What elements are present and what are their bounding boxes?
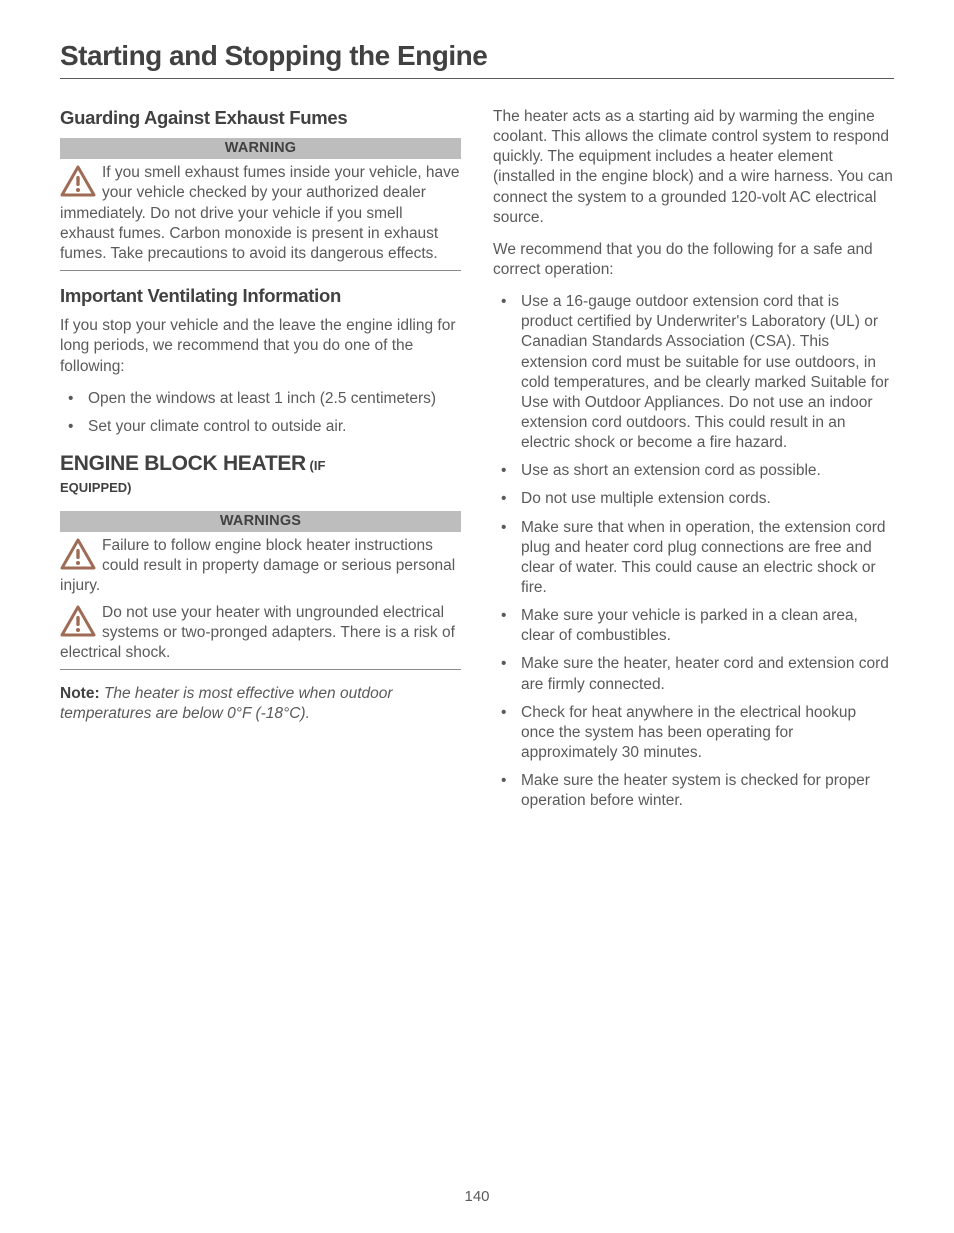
note-body: The heater is most effective when outdoo…: [60, 685, 393, 722]
list-item: Use a 16-gauge outdoor extension cord th…: [493, 292, 894, 453]
page-title: Starting and Stopping the Engine: [60, 40, 894, 72]
left-column: Guarding Against Exhaust Fumes WARNING I…: [60, 107, 461, 825]
title-rule: [60, 78, 894, 79]
warn-rule-1: [60, 270, 461, 271]
warning-text-1: If you smell exhaust fumes inside your v…: [60, 164, 460, 262]
warning-header-1: WARNING: [60, 138, 461, 159]
list-item: Make sure the heater, heater cord and ex…: [493, 654, 894, 694]
note-paragraph: Note: The heater is most effective when …: [60, 684, 461, 724]
list-item: Make sure your vehicle is parked in a cl…: [493, 606, 894, 646]
page-number: 140: [0, 1188, 954, 1205]
bullet-list-ventilating: Open the windows at least 1 inch (2.5 ce…: [60, 389, 461, 437]
bullet-list-recommendations: Use a 16-gauge outdoor extension cord th…: [493, 292, 894, 811]
warning-text-2: Failure to follow engine block heater in…: [60, 537, 455, 594]
list-item: Check for heat anywhere in the electrica…: [493, 703, 894, 763]
para-heater-intro: The heater acts as a starting aid by war…: [493, 107, 894, 228]
heading-main: ENGINE BLOCK HEATER: [60, 452, 306, 475]
right-column: The heater acts as a starting aid by war…: [493, 107, 894, 825]
warning-triangle-icon: [60, 165, 96, 197]
list-item: Use as short an extension cord as possib…: [493, 461, 894, 481]
heading-engine-block: ENGINE BLOCK HEATER (IF: [60, 451, 461, 476]
warning-triangle-icon: [60, 538, 96, 570]
warning-block-2: Failure to follow engine block heater in…: [60, 536, 461, 596]
list-item: Make sure that when in operation, the ex…: [493, 518, 894, 599]
warning-triangle-icon: [60, 605, 96, 637]
warning-block-1: If you smell exhaust fumes inside your v…: [60, 163, 461, 264]
two-column-layout: Guarding Against Exhaust Fumes WARNING I…: [60, 107, 894, 825]
heading-guarding: Guarding Against Exhaust Fumes: [60, 107, 461, 128]
warn-rule-2: [60, 669, 461, 670]
note-label: Note:: [60, 685, 100, 702]
heading-suffix1: (IF: [306, 458, 326, 473]
list-item: Set your climate control to outside air.: [60, 417, 461, 437]
heading-suffix2: EQUIPPED): [60, 480, 461, 495]
warning-block-3: Do not use your heater with ungrounded e…: [60, 603, 461, 663]
heading-ventilating: Important Ventilating Information: [60, 285, 461, 306]
list-item: Open the windows at least 1 inch (2.5 ce…: [60, 389, 461, 409]
warning-text-3: Do not use your heater with ungrounded e…: [60, 604, 455, 661]
para-recommend: We recommend that you do the following f…: [493, 240, 894, 280]
list-item: Do not use multiple extension cords.: [493, 489, 894, 509]
para-ventilating: If you stop your vehicle and the leave t…: [60, 316, 461, 376]
warnings-header-2: WARNINGS: [60, 511, 461, 532]
list-item: Make sure the heater system is checked f…: [493, 771, 894, 811]
